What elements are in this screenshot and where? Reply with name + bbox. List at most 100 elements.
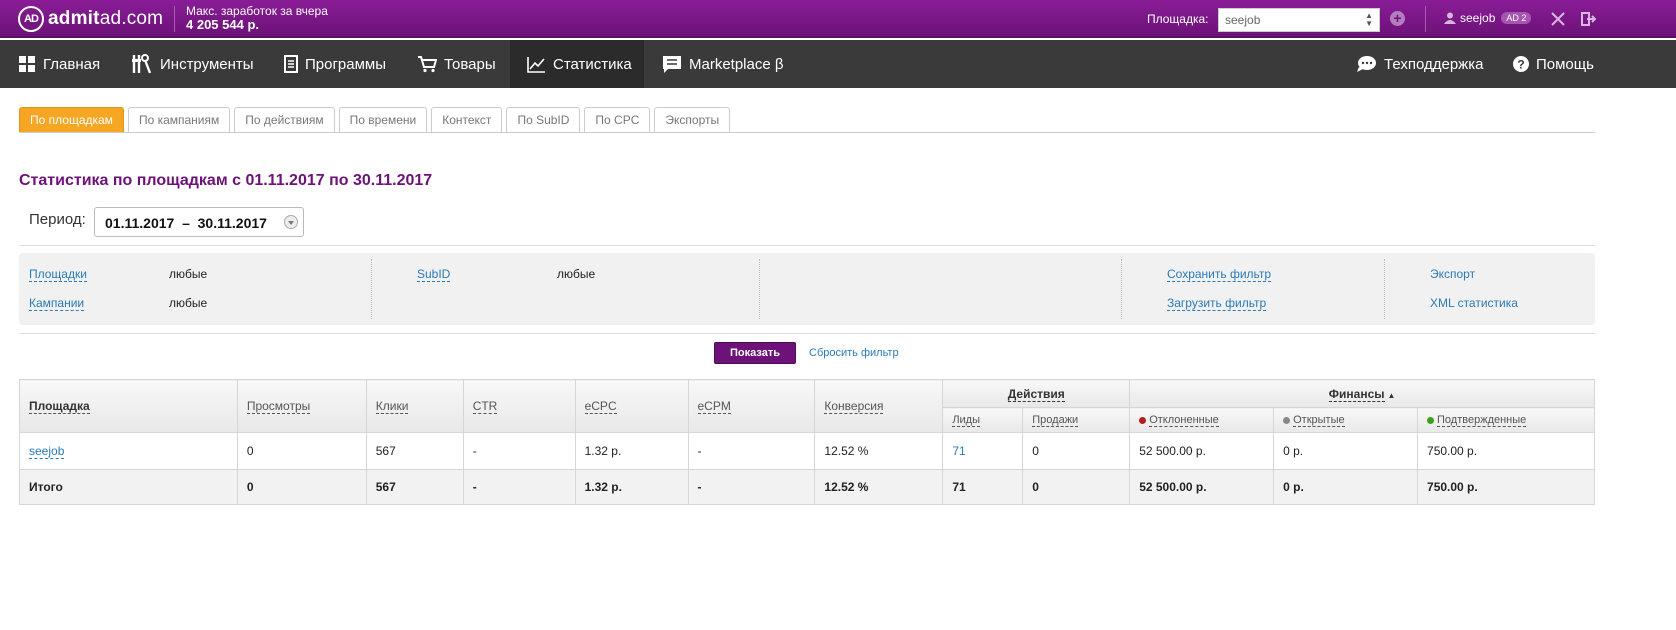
cell-total-sales: 0 bbox=[1022, 469, 1131, 505]
cell-views: 0 bbox=[236, 432, 367, 470]
col-confirmed[interactable]: Подтвержденные bbox=[1417, 407, 1595, 433]
divider bbox=[1425, 6, 1426, 32]
col-ecpc-label: eCPC bbox=[584, 399, 617, 414]
divider bbox=[1121, 259, 1122, 319]
export-link[interactable]: Экспорт bbox=[1430, 267, 1476, 281]
support-chat-icon bbox=[1357, 56, 1376, 72]
chat-icon bbox=[663, 55, 681, 73]
cell-ecpc: 1.32 р. bbox=[574, 432, 689, 470]
top-bar: AD admitad.com Макс. заработок за вчера … bbox=[0, 0, 1676, 38]
tools-icon bbox=[132, 54, 152, 74]
tab-exports[interactable]: Экспорты bbox=[654, 107, 731, 132]
col-sales-label: Продажи bbox=[1032, 414, 1079, 427]
col-leads[interactable]: Лиды bbox=[942, 407, 1024, 433]
col-group-finance-label: Финансы bbox=[1328, 386, 1385, 402]
col-ctr-label: CTR bbox=[472, 399, 498, 414]
tab-by-campaigns[interactable]: По кампаниям bbox=[127, 107, 231, 132]
cell-total-ctr: - bbox=[462, 469, 576, 505]
col-open[interactable]: Открытые bbox=[1273, 407, 1419, 433]
nav-programs-label: Программы bbox=[305, 55, 387, 73]
tab-by-time[interactable]: По времени bbox=[338, 107, 428, 132]
earnings-info: Макс. заработок за вчера 4 205 544 р. bbox=[186, 5, 328, 32]
platform-select-value: seejob bbox=[1225, 13, 1261, 27]
reset-filter-link[interactable]: Сбросить фильтр bbox=[809, 347, 899, 359]
cell-rejected: 52 500.00 р. bbox=[1129, 432, 1275, 470]
col-group-finance[interactable]: Финансы ▲ bbox=[1129, 379, 1595, 408]
col-confirmed-label: Подтвержденные bbox=[1437, 414, 1527, 427]
divider bbox=[174, 6, 175, 32]
col-ecpc[interactable]: eCPC bbox=[574, 379, 689, 433]
tabs-divider bbox=[19, 132, 1595, 133]
col-views-label: Просмотры bbox=[246, 399, 311, 414]
nav-support-label: Техподдержка bbox=[1384, 55, 1484, 73]
tab-by-actions[interactable]: По действиям bbox=[234, 107, 335, 132]
show-button[interactable]: Показать bbox=[714, 342, 796, 364]
cell-total-confirmed: 750.00 р. bbox=[1417, 469, 1595, 505]
period-date-range-input[interactable]: 01.11.2017 – 30.11.2017 bbox=[94, 207, 304, 237]
filter-subid-link[interactable]: SubID bbox=[417, 267, 451, 282]
nav-help-label: Помощь bbox=[1536, 55, 1594, 73]
cell-conversion: 12.52 % bbox=[814, 432, 944, 470]
tab-by-platforms[interactable]: По площадкам bbox=[19, 107, 124, 132]
cell-total-label: Итого bbox=[19, 469, 238, 505]
load-filter-link[interactable]: Загрузить фильтр bbox=[1167, 296, 1267, 311]
cell-leads: 71 bbox=[942, 432, 1024, 470]
table-row: seejob 0 567 - 1.32 р. - 12.52 % 71 0 52… bbox=[19, 432, 1595, 470]
cell-total-ecpm: - bbox=[687, 469, 816, 505]
tab-context[interactable]: Контекст bbox=[431, 107, 503, 132]
filter-campaigns-link[interactable]: Кампании bbox=[29, 296, 85, 311]
platform-link[interactable]: seejob bbox=[29, 444, 65, 459]
col-conversion[interactable]: Конверсия bbox=[814, 379, 944, 433]
divider bbox=[19, 333, 1595, 334]
platform-select[interactable]: seejob ▲ ▼ bbox=[1218, 8, 1380, 32]
open-dot-icon bbox=[1283, 416, 1291, 424]
chevron-down-icon[interactable] bbox=[284, 215, 298, 229]
nav-home[interactable]: Главная bbox=[19, 40, 100, 88]
tab-by-subid[interactable]: По SubID bbox=[506, 107, 581, 132]
nav-support[interactable]: Техподдержка bbox=[1356, 40, 1483, 88]
col-views[interactable]: Просмотры bbox=[236, 379, 367, 433]
user-badge: AD 2 bbox=[1501, 12, 1532, 24]
col-rejected[interactable]: Отклоненные bbox=[1129, 407, 1275, 433]
xml-stats-link[interactable]: XML статистика bbox=[1430, 296, 1518, 310]
col-platform[interactable]: Площадка bbox=[19, 379, 238, 433]
divider bbox=[759, 259, 760, 319]
nav-statistics[interactable]: Статистика bbox=[510, 40, 644, 88]
user-name: seejob bbox=[1460, 11, 1496, 25]
add-platform-icon[interactable]: + bbox=[1390, 11, 1405, 26]
logout-icon[interactable] bbox=[1580, 11, 1596, 27]
col-ecpm[interactable]: eCPM bbox=[687, 379, 816, 433]
logo-text-bold: admit bbox=[48, 8, 100, 29]
settings-tools-icon[interactable] bbox=[1550, 11, 1566, 27]
col-sales[interactable]: Продажи bbox=[1022, 407, 1131, 433]
sort-up-icon: ▲ bbox=[1387, 390, 1396, 400]
cell-confirmed: 750.00 р. bbox=[1417, 432, 1595, 470]
main-nav: Главная Инструменты Программы Товары Ста… bbox=[0, 40, 1676, 88]
user-menu[interactable]: seejob AD 2 bbox=[1444, 11, 1532, 25]
svg-text:?: ? bbox=[1517, 58, 1524, 72]
tab-by-cpc[interactable]: По CPC bbox=[584, 107, 651, 132]
divider bbox=[1384, 259, 1385, 319]
period-label: Период: bbox=[29, 211, 86, 228]
cell-total-views: 0 bbox=[236, 469, 367, 505]
nav-goods-label: Товары bbox=[444, 55, 496, 73]
confirmed-dot-icon bbox=[1427, 416, 1435, 424]
nav-tools[interactable]: Инструменты bbox=[131, 40, 254, 88]
filter-platforms-link[interactable]: Площадки bbox=[29, 267, 87, 282]
nav-programs[interactable]: Программы bbox=[284, 40, 386, 88]
nav-help[interactable]: ? Помощь bbox=[1513, 40, 1594, 88]
filter-platforms-value: любые bbox=[169, 267, 208, 281]
filter-subid-value: любые bbox=[557, 267, 596, 281]
save-filter-link[interactable]: Сохранить фильтр bbox=[1167, 267, 1272, 282]
col-clicks[interactable]: Клики bbox=[365, 379, 464, 433]
rejected-dot-icon bbox=[1139, 416, 1147, 424]
col-ctr[interactable]: CTR bbox=[462, 379, 576, 433]
logo[interactable]: AD admitad.com bbox=[18, 6, 163, 32]
cell-total-conversion: 12.52 % bbox=[814, 469, 944, 505]
nav-goods[interactable]: Товары bbox=[417, 40, 496, 88]
nav-marketplace[interactable]: Marketplace β bbox=[662, 40, 784, 88]
stats-tabs: По площадкам По кампаниям По действиям П… bbox=[19, 107, 734, 132]
select-arrows-icon: ▲ ▼ bbox=[1365, 11, 1373, 28]
leads-link[interactable]: 71 bbox=[952, 444, 966, 458]
col-platform-label: Площадка bbox=[29, 399, 90, 414]
